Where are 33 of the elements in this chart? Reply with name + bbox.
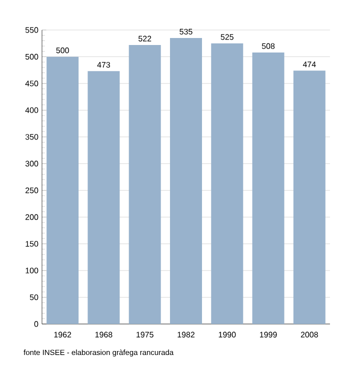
- y-tick-label: 150: [26, 240, 38, 247]
- y-tick-label: 0: [34, 321, 38, 327]
- bar: [211, 43, 244, 324]
- x-tick-label: 2008: [300, 332, 318, 338]
- bar: [252, 52, 284, 324]
- y-tick-label: 450: [25, 80, 38, 86]
- data-label: 473: [97, 62, 110, 68]
- x-tick-label: 1975: [136, 332, 154, 338]
- x-tick-label: 1962: [54, 332, 72, 338]
- bar: [128, 44, 161, 324]
- y-tick-label: 350: [25, 134, 38, 140]
- y-tick-label: 400: [25, 107, 38, 114]
- y-tick-label: 250: [26, 188, 38, 194]
- data-label: 535: [180, 28, 192, 34]
- x-tick-label: 1968: [95, 332, 112, 338]
- y-tick-label: 500: [25, 54, 38, 60]
- bar: [88, 71, 120, 324]
- data-label: 508: [262, 43, 275, 49]
- y-tick-label: 550: [25, 27, 38, 33]
- x-tick-label: 1990: [218, 332, 236, 338]
- y-tick-label: 200: [26, 214, 38, 220]
- bar: [293, 70, 326, 324]
- bar: [46, 56, 79, 324]
- data-label: 474: [302, 62, 316, 68]
- x-tick-label: 1999: [260, 332, 277, 338]
- data-label: 500: [56, 48, 69, 54]
- y-tick-label: 100: [26, 268, 38, 274]
- data-label: 522: [138, 36, 152, 42]
- bar: [170, 38, 202, 324]
- x-tick-label: 1982: [178, 332, 194, 338]
- data-label: 525: [220, 34, 234, 40]
- y-tick-label: 50: [30, 294, 38, 300]
- y-tick-label: 300: [25, 160, 38, 166]
